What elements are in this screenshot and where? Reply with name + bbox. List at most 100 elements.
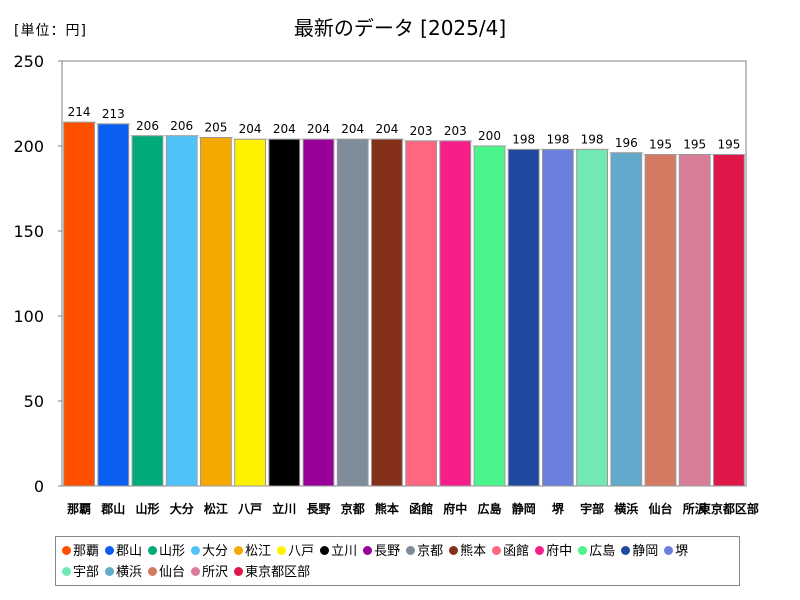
legend-marker — [62, 546, 71, 555]
legend-marker — [277, 546, 287, 555]
x-tick-label: 宇部 — [580, 501, 604, 516]
bar — [610, 152, 643, 487]
data-label: 203 — [410, 124, 433, 138]
bar — [644, 154, 677, 487]
plot-area — [61, 60, 747, 487]
legend-label: 所沢 — [202, 565, 229, 580]
x-tick-label: 東京都区部 — [699, 501, 759, 516]
legend-label: 山形 — [159, 544, 186, 559]
data-label: 195 — [683, 138, 706, 152]
x-tick-label: 広島 — [477, 501, 501, 516]
x-tick-label: 熊本 — [375, 501, 399, 516]
legend-marker — [406, 546, 416, 555]
bar — [336, 138, 369, 487]
unit-label: [単位：円] — [14, 23, 87, 39]
data-label: 214 — [68, 105, 91, 119]
legend-marker — [664, 546, 674, 555]
legend-marker — [234, 567, 244, 576]
y-tick-label: 100 — [13, 307, 44, 326]
data-label: 204 — [273, 122, 296, 136]
x-tick-label: 那覇 — [67, 502, 91, 516]
y-tick-labels: 0 50 100 150 200 250 — [13, 52, 44, 496]
legend-item: 熊本 — [449, 541, 486, 562]
legend-item: 山形 — [148, 541, 185, 562]
legend-label: 仙台 — [159, 565, 186, 580]
x-tick-label: 横浜 — [614, 501, 638, 516]
legend-marker — [148, 567, 158, 576]
legend-item: 静岡 — [621, 541, 658, 562]
legend-item: 京都 — [406, 541, 443, 562]
x-tick-label: 静岡 — [512, 501, 536, 516]
legend-marker — [105, 546, 115, 555]
legend-marker — [578, 546, 588, 555]
legend-marker — [320, 546, 330, 555]
x-tick-label: 京都 — [341, 501, 365, 516]
bar — [165, 135, 198, 487]
data-label: 198 — [546, 132, 569, 146]
bar — [405, 140, 437, 487]
legend-marker — [62, 567, 71, 576]
legend-marker — [363, 546, 373, 555]
bar — [131, 135, 164, 487]
legend-label: 堺 — [675, 544, 689, 559]
legend: 那覇 郡山 山形 大分 松江 八戸 立川 長野 京都 熊本 函館 府中 広島 静岡 堺宇部 横浜 仙台 所沢 東京都… — [55, 536, 740, 586]
chart-title: 最新のデータ [2025/4] — [293, 16, 507, 40]
legend-marker — [535, 546, 545, 555]
x-tick-label: 仙台 — [648, 501, 672, 516]
legend-label: 郡山 — [116, 544, 143, 559]
x-tick-label: 山形 — [135, 501, 159, 516]
legend-label: 静岡 — [632, 544, 659, 559]
legend-label: 那覇 — [73, 544, 100, 559]
data-label: 204 — [307, 122, 330, 136]
legend-label: 東京都区部 — [245, 565, 311, 580]
data-label: 198 — [581, 132, 604, 146]
legend-marker — [234, 546, 244, 555]
legend-label: 広島 — [589, 544, 616, 559]
y-tick-label: 0 — [34, 477, 44, 496]
bar — [268, 138, 301, 487]
x-tick-label: 府中 — [443, 501, 467, 516]
data-label: 204 — [239, 122, 262, 136]
bars — [62, 121, 746, 487]
data-label: 204 — [375, 122, 398, 136]
data-label: 195 — [649, 138, 672, 152]
legend-item: 所沢 — [191, 562, 228, 583]
legend-marker — [148, 546, 158, 555]
x-tick-label: 松江 — [204, 501, 228, 516]
bar — [713, 154, 745, 487]
legend-item: 立川 — [320, 541, 357, 562]
legend-marker — [191, 567, 201, 576]
legend-label: 立川 — [331, 544, 358, 559]
legend-label: 横浜 — [116, 565, 143, 580]
bar — [542, 148, 574, 487]
data-label: 205 — [204, 121, 227, 135]
x-tick-label: 長野 — [306, 501, 330, 516]
value-labels: 214 213 206 206 205 204 204 204 204 204 203 203 200 1… — [68, 105, 741, 151]
legend-item: 大分 — [191, 541, 228, 562]
data-label: 198 — [512, 132, 535, 146]
legend-marker — [621, 546, 631, 555]
x-tick-label: 所沢 — [683, 501, 708, 516]
legend-item: 広島 — [578, 541, 615, 562]
x-tick-label: 大分 — [170, 501, 194, 516]
data-label: 203 — [444, 124, 467, 138]
legend-item: 宇部 — [62, 562, 99, 583]
bar — [200, 137, 232, 487]
y-tick-label: 200 — [13, 137, 44, 156]
legend-marker — [492, 546, 502, 555]
legend-item: 函館 — [492, 541, 529, 562]
legend-item: 東京都区部 — [234, 562, 310, 583]
bar — [302, 138, 335, 487]
bar — [234, 138, 266, 487]
data-label: 206 — [136, 119, 159, 133]
data-label: 204 — [341, 122, 364, 136]
bar — [63, 121, 95, 487]
legend-label: 宇部 — [73, 565, 100, 580]
legend-item: 松江 — [234, 541, 271, 562]
bar — [507, 148, 540, 487]
data-label: 195 — [717, 138, 740, 152]
x-tick-label: 立川 — [272, 501, 296, 516]
data-label: 213 — [102, 107, 125, 121]
